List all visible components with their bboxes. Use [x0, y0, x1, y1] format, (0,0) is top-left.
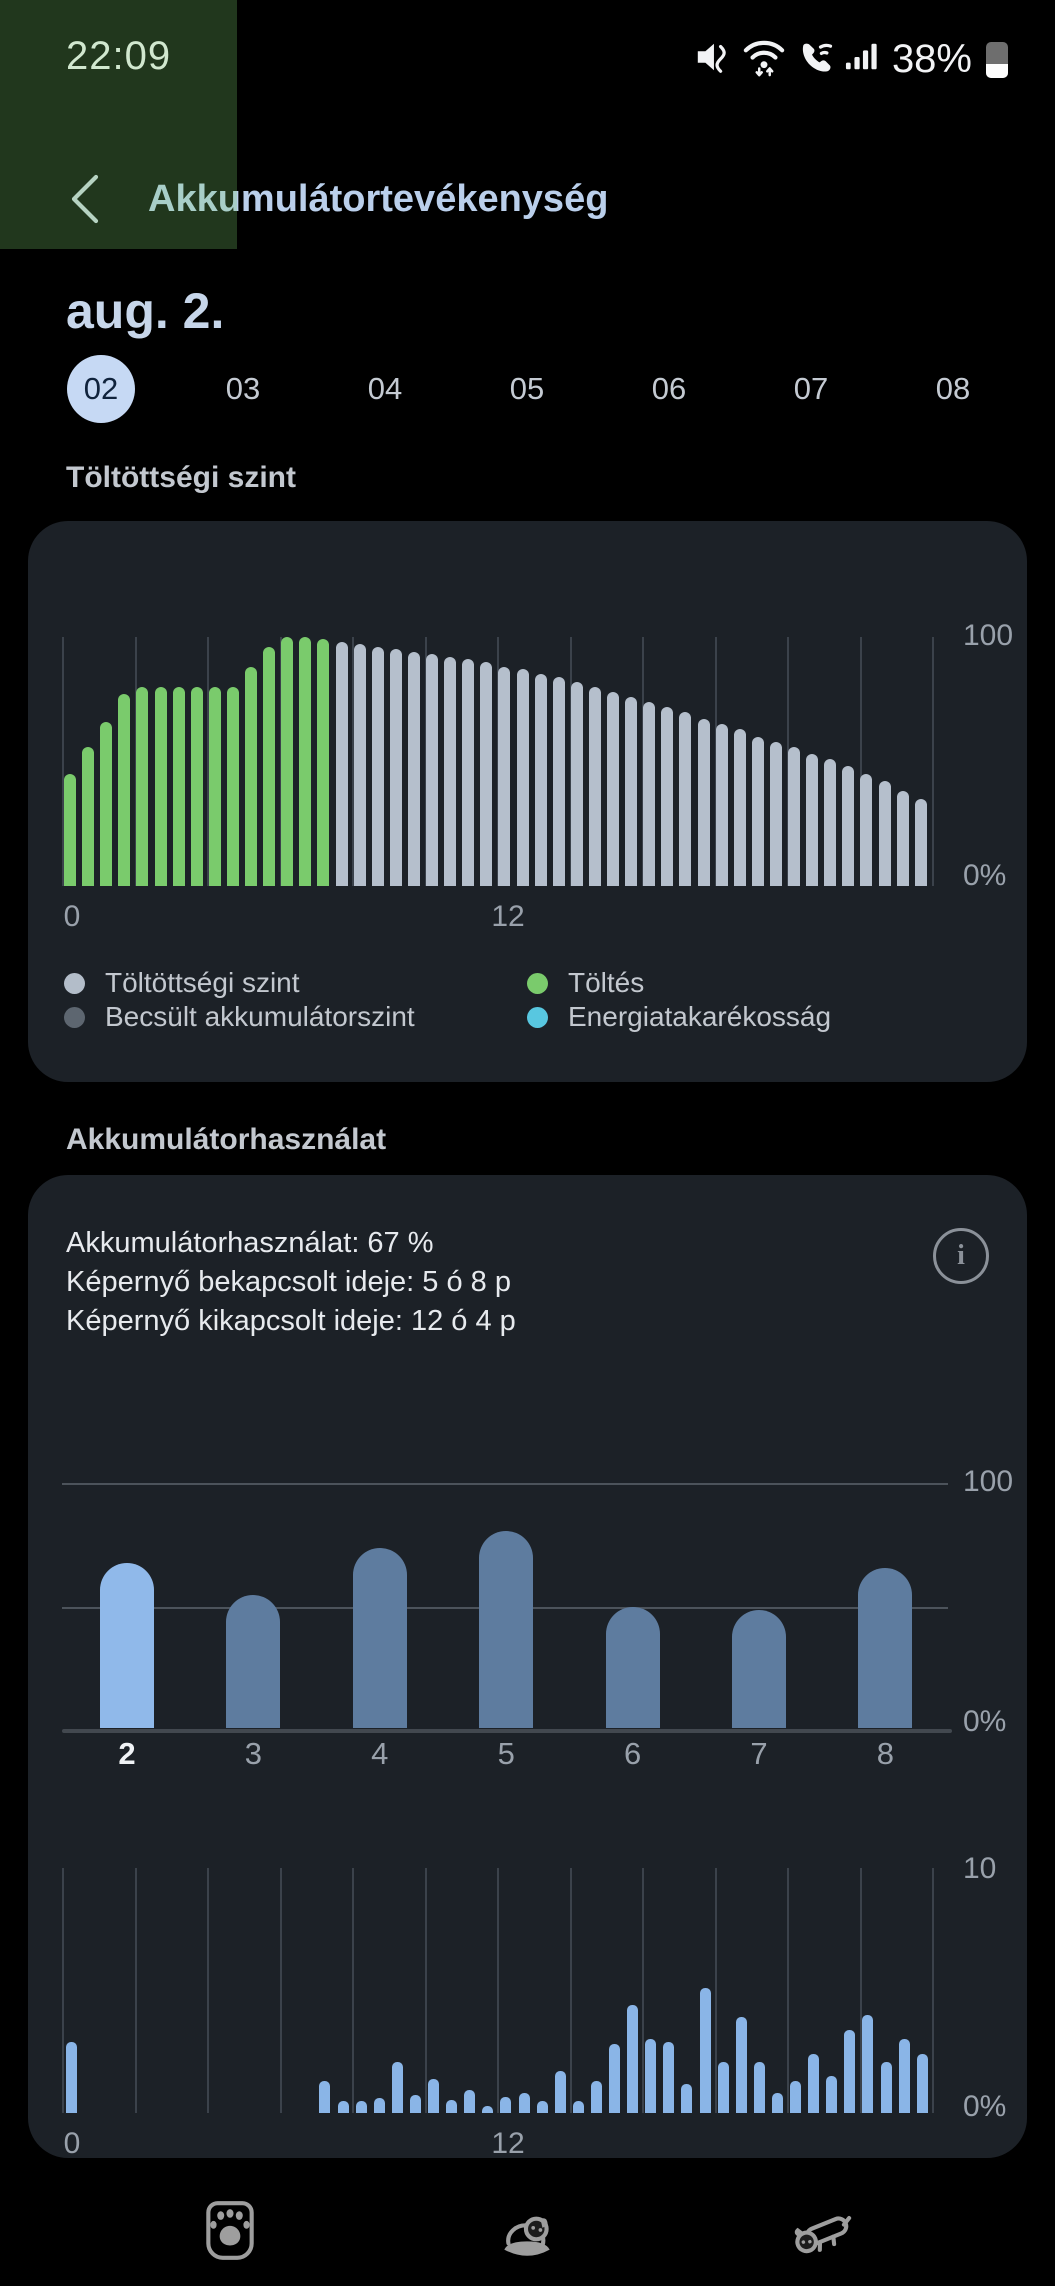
chart2-xtick-7[interactable]: 7	[750, 1736, 768, 1771]
usage-bar-day-6[interactable]	[605, 1607, 660, 1728]
wifi-calling-icon	[796, 38, 836, 81]
battery-icon	[986, 41, 1008, 78]
date-heading: aug. 2.	[66, 283, 225, 339]
legend-dot	[64, 1006, 85, 1028]
usage-summary-line: Akkumulátorhasználat: 67 %	[66, 1227, 434, 1259]
chart2-xtick-2[interactable]: 2	[118, 1736, 136, 1771]
chart2-xtick-6[interactable]: 6	[623, 1736, 642, 1771]
status-bar-clock: 22:09	[66, 34, 172, 78]
day-pill-08[interactable]: 08	[935, 371, 971, 406]
legend-label: Töltés	[568, 967, 645, 998]
section-charge-level: Töltöttségi szint	[66, 461, 296, 494]
nav-home-button[interactable]	[482, 2188, 572, 2278]
usage-bar-day-2[interactable]	[100, 1563, 154, 1728]
chart3-xtick-0: 0	[63, 2127, 81, 2160]
legend-item: Energiatakarékosság	[527, 999, 831, 1035]
paw-icon	[197, 2198, 263, 2269]
chart3-ytick-0: 0%	[963, 2090, 1007, 2123]
day-pill-02[interactable]: 02	[67, 355, 135, 423]
status-bar-icons: 38%	[694, 36, 1008, 83]
chart2-ytick-0: 0%	[963, 1705, 1007, 1738]
navigation-bar	[0, 2160, 1055, 2286]
chart3-xtick-12: 12	[491, 2127, 525, 2160]
chart1-xtick-12: 12	[491, 900, 525, 933]
nav-recents-button[interactable]	[185, 2188, 275, 2278]
chart1-ytick-100: 100	[963, 619, 1014, 652]
chart1-xtick-0: 0	[63, 900, 81, 933]
usage-bar-day-7[interactable]	[732, 1610, 786, 1728]
legend-dot	[527, 1006, 548, 1028]
legend-label: Töltöttségi szint	[105, 967, 300, 998]
back-button[interactable]	[58, 168, 114, 234]
day-pill-03[interactable]: 03	[225, 371, 261, 406]
usage-bar-day-5[interactable]	[479, 1531, 534, 1728]
legend-item: Becsült akkumulátorszint	[64, 999, 415, 1035]
legend-dot	[527, 972, 548, 994]
status-battery-percent: 38%	[891, 37, 972, 81]
legend-dot	[64, 972, 85, 994]
screen-off-line: Képernyő kikapcsolt ideje: 12 ó 4 p	[66, 1305, 516, 1337]
chart2-ytick-100: 100	[963, 1465, 1014, 1498]
chart2-xtick-8[interactable]: 8	[876, 1736, 895, 1771]
day-pill-04[interactable]: 04	[367, 371, 403, 406]
chevron-left-icon	[66, 171, 106, 232]
day-pill-07[interactable]: 07	[793, 371, 829, 406]
chart2-xtick-5[interactable]: 5	[497, 1736, 515, 1771]
chart1-ytick-0: 0%	[963, 859, 1007, 892]
section-battery-usage: Akkumulátorhasználat	[66, 1123, 387, 1156]
page-title: Akkumulátortevékenység	[148, 178, 609, 220]
usage-bar-day-8[interactable]	[858, 1568, 913, 1728]
sleeping-dog-icon	[492, 2198, 562, 2269]
chart2-xtick-4[interactable]: 4	[371, 1736, 389, 1771]
info-icon[interactable]: i	[933, 1228, 989, 1284]
signal-strength-icon	[845, 40, 879, 79]
day-pill-06[interactable]: 06	[651, 371, 687, 406]
nav-back-button[interactable]	[778, 2188, 868, 2278]
legend-item: Töltés	[527, 965, 644, 1001]
wifi-arrows-icon	[741, 36, 787, 83]
sliding-dog-icon	[786, 2198, 860, 2269]
chart2-xtick-3[interactable]: 3	[244, 1736, 263, 1771]
day-selector: 02 03 04 05 06 07 08	[0, 355, 1055, 425]
legend-item: Töltöttségi szint	[64, 965, 300, 1001]
mute-vibrate-icon	[694, 38, 732, 81]
screen-on-line: Képernyő bekapcsolt ideje: 5 ó 8 p	[66, 1266, 511, 1298]
day-pill-05[interactable]: 05	[509, 371, 545, 406]
legend-label: Becsült akkumulátorszint	[105, 1001, 415, 1032]
legend-label: Energiatakarékosság	[568, 1001, 832, 1032]
usage-bar-day-4[interactable]	[352, 1548, 407, 1728]
usage-bar-day-3[interactable]	[226, 1595, 281, 1728]
chart3-ytick-10: 10	[963, 1852, 997, 1885]
